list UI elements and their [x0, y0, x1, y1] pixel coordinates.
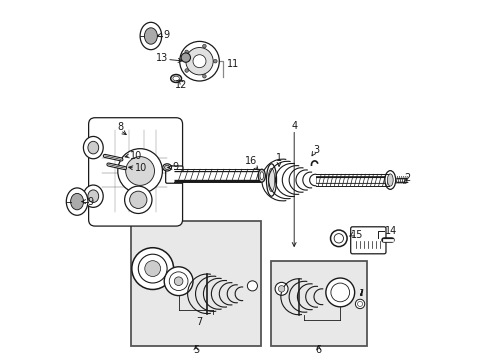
- Circle shape: [169, 272, 187, 291]
- Text: 6: 6: [315, 345, 321, 355]
- Text: 9: 9: [163, 30, 169, 40]
- Circle shape: [124, 186, 152, 213]
- Text: 13: 13: [156, 53, 168, 63]
- Circle shape: [174, 277, 183, 285]
- Circle shape: [138, 254, 167, 283]
- Circle shape: [181, 53, 190, 62]
- Text: 7: 7: [196, 317, 202, 327]
- Ellipse shape: [268, 168, 274, 192]
- Bar: [131, 221, 260, 346]
- Ellipse shape: [260, 172, 263, 180]
- Circle shape: [357, 301, 362, 306]
- Circle shape: [333, 234, 343, 243]
- Text: 10: 10: [130, 150, 142, 161]
- Circle shape: [213, 59, 217, 63]
- Text: 11: 11: [226, 59, 239, 69]
- Circle shape: [275, 282, 287, 295]
- Circle shape: [330, 230, 346, 247]
- Circle shape: [184, 69, 188, 72]
- Bar: [271, 261, 366, 346]
- Text: 16: 16: [244, 156, 256, 166]
- Ellipse shape: [66, 188, 88, 215]
- Ellipse shape: [83, 136, 103, 159]
- Text: 3: 3: [313, 145, 319, 156]
- Circle shape: [355, 299, 364, 309]
- Ellipse shape: [70, 193, 83, 210]
- FancyBboxPatch shape: [350, 227, 385, 254]
- Ellipse shape: [163, 164, 171, 171]
- Text: 4: 4: [290, 121, 297, 131]
- Circle shape: [325, 278, 354, 307]
- Circle shape: [179, 41, 219, 81]
- FancyBboxPatch shape: [165, 166, 183, 183]
- Text: 8: 8: [117, 122, 123, 132]
- Circle shape: [193, 55, 205, 68]
- Ellipse shape: [83, 185, 103, 207]
- Text: 9: 9: [172, 162, 178, 172]
- Ellipse shape: [384, 171, 395, 189]
- Circle shape: [185, 48, 213, 75]
- Text: 15: 15: [350, 230, 363, 240]
- Circle shape: [164, 267, 193, 296]
- Ellipse shape: [266, 164, 276, 196]
- Ellipse shape: [88, 141, 99, 154]
- Circle shape: [202, 44, 206, 48]
- Circle shape: [330, 283, 349, 302]
- Circle shape: [247, 281, 257, 291]
- Ellipse shape: [88, 190, 99, 202]
- Circle shape: [118, 149, 162, 193]
- Circle shape: [129, 191, 146, 208]
- Ellipse shape: [172, 76, 179, 81]
- Circle shape: [144, 261, 160, 276]
- Ellipse shape: [140, 22, 162, 50]
- Circle shape: [184, 50, 188, 54]
- Text: 14: 14: [385, 226, 397, 236]
- Text: 1: 1: [275, 153, 282, 163]
- Ellipse shape: [164, 165, 169, 170]
- Circle shape: [132, 248, 173, 289]
- Ellipse shape: [386, 174, 392, 186]
- Text: 12: 12: [175, 80, 187, 90]
- Circle shape: [125, 157, 154, 185]
- Text: 9: 9: [87, 197, 94, 207]
- Circle shape: [278, 285, 284, 292]
- Text: 5: 5: [192, 345, 199, 355]
- FancyBboxPatch shape: [88, 118, 182, 226]
- Ellipse shape: [258, 169, 265, 182]
- Text: 2: 2: [403, 173, 409, 183]
- Ellipse shape: [144, 28, 157, 44]
- Circle shape: [202, 75, 206, 78]
- Ellipse shape: [170, 75, 181, 82]
- Text: 10: 10: [134, 163, 147, 173]
